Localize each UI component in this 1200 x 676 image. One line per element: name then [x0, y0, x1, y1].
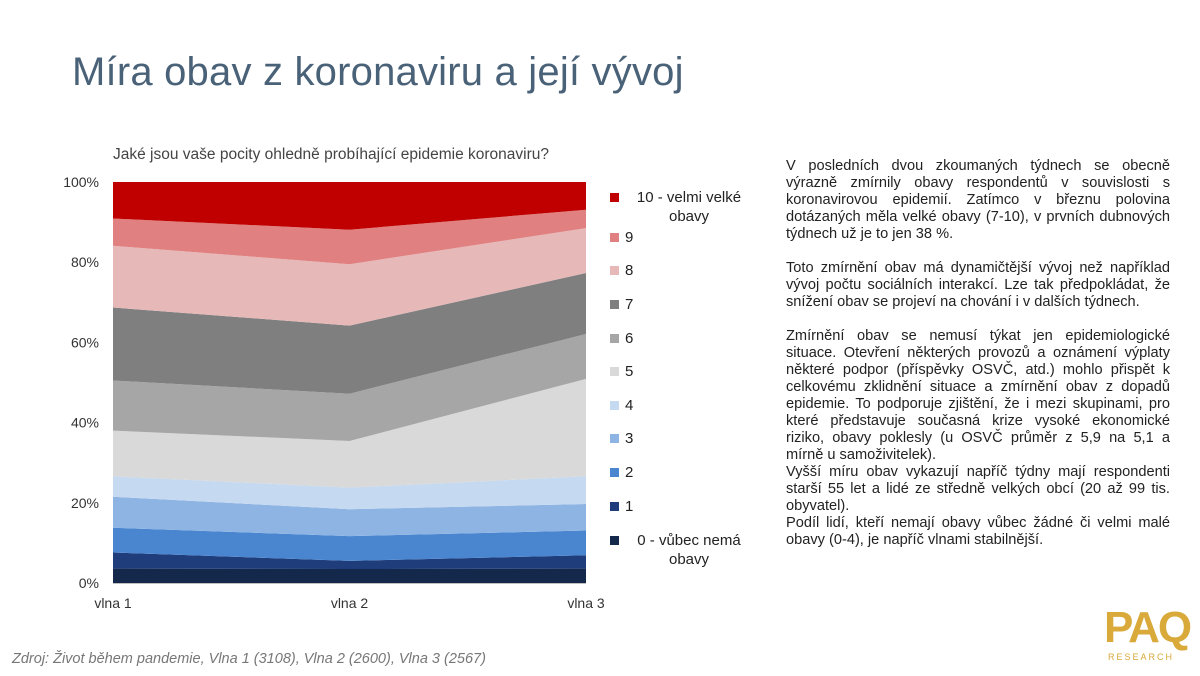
commentary-paragraph-1: V posledních dvou zkoumaných týdnech se …: [786, 158, 1170, 242]
logo-main-text: PAQ: [1104, 603, 1192, 652]
legend-label: 8: [625, 262, 634, 279]
x-tick-label: vlna 2: [331, 595, 369, 611]
legend-item: 1: [610, 497, 633, 516]
y-tick-label: 100%: [63, 174, 99, 190]
legend-item: 8: [610, 261, 633, 280]
commentary-paragraph-3: Zmírnění obav se nemusí týkat jen epidem…: [786, 328, 1170, 463]
area-series-5: [113, 378, 586, 488]
stacked-area-chart: 0% 20% 40% 60% 80% 100% vlna 1 vlna 2 vlna 3: [63, 174, 605, 611]
legend-swatch: [610, 300, 619, 309]
legend-item: 2: [610, 463, 633, 482]
legend-item: 4: [610, 396, 633, 415]
legend-swatch: [610, 193, 619, 202]
legend-item: 9: [610, 228, 633, 247]
legend-swatch: [610, 233, 619, 242]
slide-title: Míra obav z koronaviru a její vývoj: [72, 50, 684, 94]
legend-item: 6: [610, 329, 633, 348]
legend-label: 1: [625, 498, 634, 515]
x-tick-label: vlna 3: [567, 595, 605, 611]
legend-label: 10 - velmi velké obavy: [636, 189, 742, 225]
legend-swatch: [610, 334, 619, 343]
legend-swatch: [610, 536, 619, 545]
x-tick-label: vlna 1: [94, 595, 132, 611]
area-series-8: [113, 228, 586, 326]
area-series-6: [113, 334, 586, 441]
paq-research-logo: PAQ RESEARCH: [1104, 606, 1194, 668]
chart-areas: [113, 182, 586, 583]
legend-swatch: [610, 434, 619, 443]
area-series-7: [113, 273, 586, 394]
legend-label: 9: [625, 229, 634, 246]
y-tick-label: 80%: [71, 254, 99, 270]
y-tick-label: 60%: [71, 334, 99, 350]
legend-label: 3: [625, 430, 634, 447]
y-tick-label: 40%: [71, 415, 99, 431]
area-series-1: [113, 552, 586, 569]
commentary-paragraph-5: Podíl lidí, kteří nemají obavy vůbec žád…: [786, 515, 1170, 548]
legend-item: 0 - vůbec nemá obavy: [610, 531, 753, 569]
legend-label: 4: [625, 397, 634, 414]
legend-swatch: [610, 468, 619, 477]
area-series-2: [113, 527, 586, 561]
legend-label: 6: [625, 330, 634, 347]
commentary-paragraph-4: Vyšší míru obav vykazují napříč týdny ma…: [786, 464, 1170, 514]
y-tick-label: 20%: [71, 495, 99, 511]
y-tick-label: 0%: [79, 575, 99, 591]
legend-swatch: [610, 266, 619, 275]
area-series-9: [113, 209, 586, 265]
legend-label: 5: [625, 363, 634, 380]
area-series-3: [113, 496, 586, 537]
commentary-text: V posledních dvou zkoumaných týdnech se …: [786, 158, 1170, 549]
source-note: Zdroj: Život během pandemie, Vlna 1 (310…: [12, 651, 486, 667]
commentary-paragraph-2: Toto zmírnění obav má dynamičtější vývoj…: [786, 260, 1170, 310]
legend-label: 2: [625, 464, 634, 481]
legend-label: 0 - vůbec nemá obavy: [637, 532, 741, 568]
legend-swatch: [610, 401, 619, 410]
area-series-10: [113, 182, 586, 230]
legend-label: 7: [625, 296, 634, 313]
chart-axes: 0% 20% 40% 60% 80% 100% vlna 1 vlna 2 vlna 3: [63, 174, 605, 611]
logo-sub-text: RESEARCH: [1108, 652, 1175, 662]
legend-item: 5: [610, 362, 633, 381]
legend-swatch: [610, 502, 619, 511]
legend-swatch: [610, 367, 619, 376]
legend-item: 7: [610, 295, 633, 314]
area-series-4: [113, 476, 586, 510]
legend-item: 10 - velmi velké obavy: [610, 188, 753, 226]
area-series-0: [113, 568, 586, 583]
chart-title: Jaké jsou vaše pocity ohledně probíhajíc…: [113, 146, 549, 163]
legend-item: 3: [610, 429, 633, 448]
